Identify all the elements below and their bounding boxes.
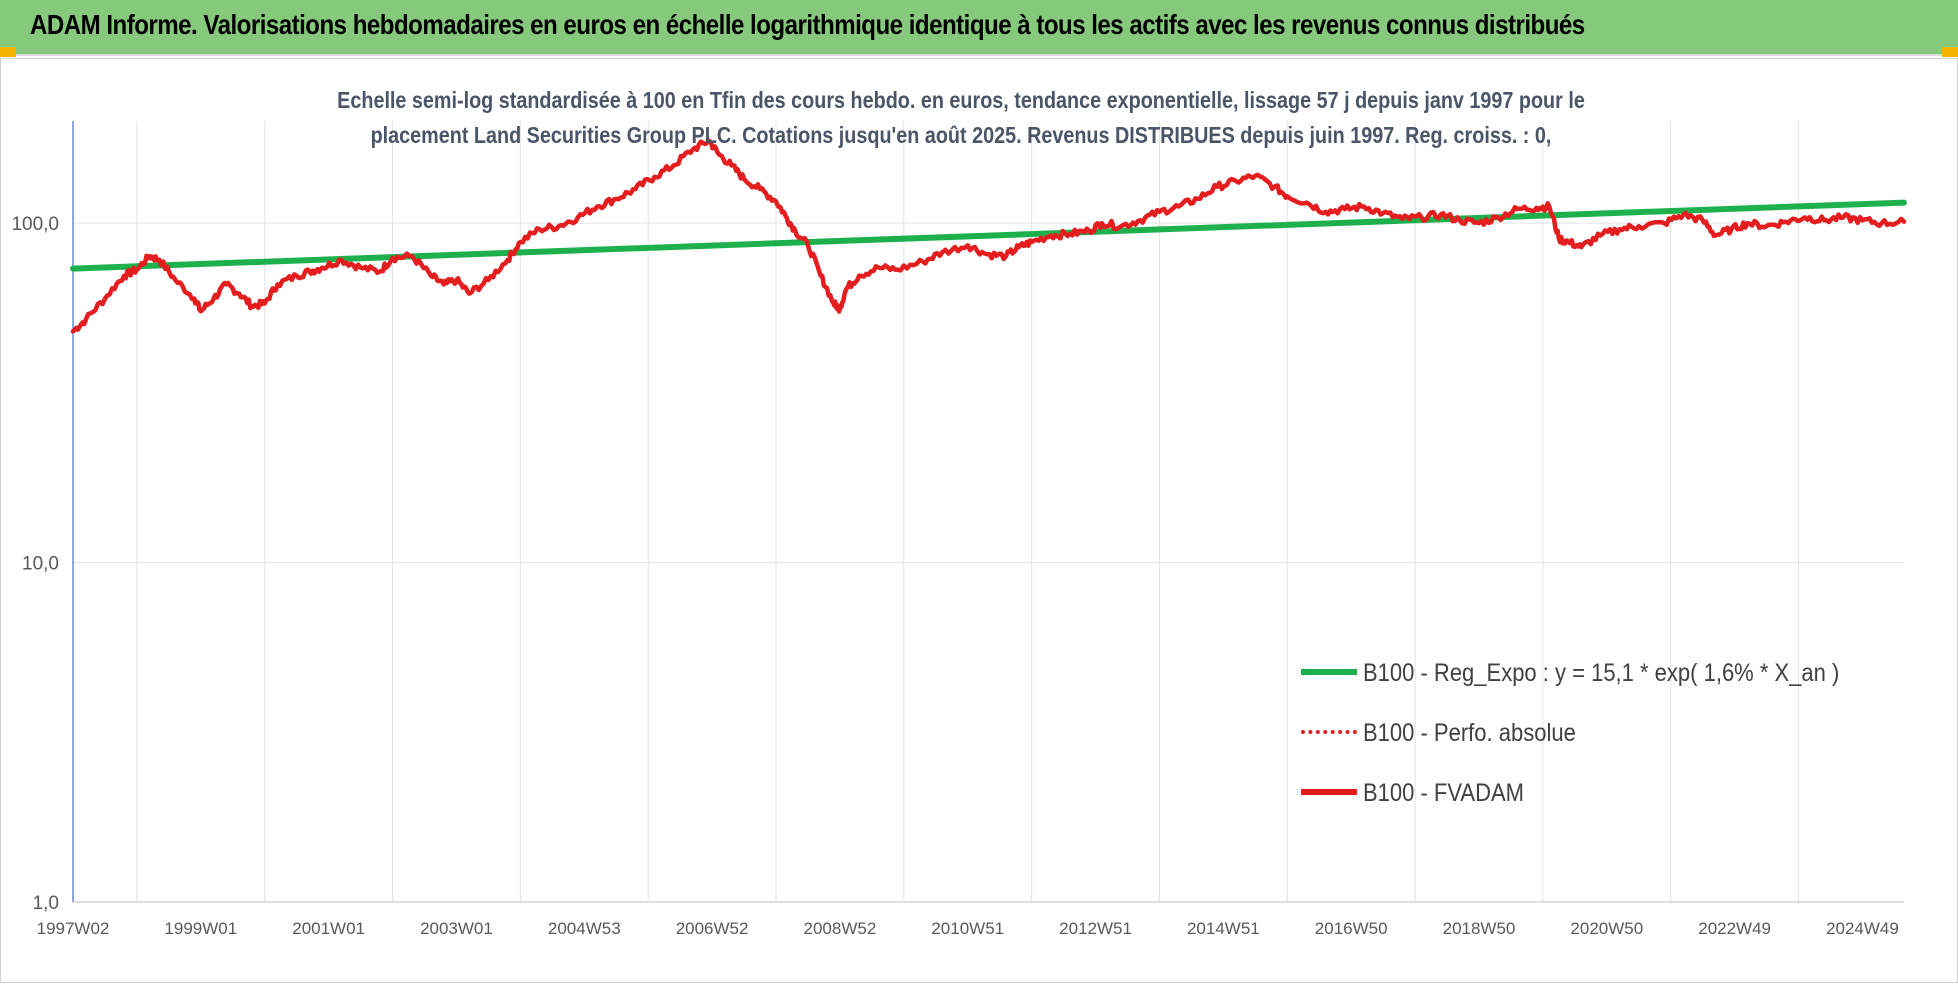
series-reg-expo-line: [70, 199, 1907, 272]
legend-swatch-reg-expo: [1301, 669, 1357, 675]
page-title: ADAM Informe. Valorisations hebdomadaire…: [30, 9, 1585, 40]
legend-swatch-perfo-absolue: [1301, 730, 1357, 734]
x-tick-label: 2004W53: [548, 919, 621, 938]
x-tick-label: 2008W52: [804, 919, 877, 938]
x-tick-label: 1999W01: [164, 919, 237, 938]
corner-mark-top-left: [0, 47, 16, 57]
legend-swatch-fvadam: [1301, 789, 1357, 795]
x-tick-label: 2003W01: [420, 919, 493, 938]
x-tick-label: 2012W51: [1059, 919, 1132, 938]
header-banner: ADAM Informe. Valorisations hebdomadaire…: [0, 0, 1958, 56]
x-tick-label: 2024W49: [1826, 919, 1899, 938]
legend-label-reg-expo: B100 - Reg_Expo : y = 15,1 * exp( 1,6% *…: [1363, 659, 1840, 687]
x-tick-label: 2010W51: [931, 919, 1004, 938]
legend-label-fvadam: B100 - FVADAM: [1363, 779, 1524, 807]
y-tick-label: 100,0: [11, 214, 59, 235]
legend-label-perfo-absolue: B100 - Perfo. absolue: [1363, 719, 1576, 747]
x-tick-label: 2006W52: [676, 919, 749, 938]
chart-svg: 1,0 10,0 100,0 1997W02 1999W01 2001W01 2003W01…: [11, 121, 1907, 938]
y-tick-label: 1,0: [33, 893, 59, 914]
series-fvadam-line: [70, 138, 1907, 334]
chart-subtitle-line-2: placement Land Securities Group PLC. Cot…: [370, 122, 1552, 148]
x-tick-label: 2014W51: [1187, 919, 1260, 938]
chart-subtitle-line-1: Echelle semi-log standardisée à 100 en T…: [337, 87, 1585, 113]
x-tick-label: 2022W49: [1698, 919, 1771, 938]
x-tick-label: 2016W50: [1315, 919, 1388, 938]
corner-mark-top-right: [1942, 47, 1958, 57]
x-tick-label: 2001W01: [292, 919, 365, 938]
y-tick-label: 10,0: [22, 554, 59, 575]
chart-area: 1,0 10,0 100,0 1997W02 1999W01 2001W01 2003W01…: [0, 58, 1958, 983]
x-tick-label: 1997W02: [37, 919, 110, 938]
x-tick-label: 2020W50: [1570, 919, 1643, 938]
x-tick-label: 2018W50: [1443, 919, 1516, 938]
